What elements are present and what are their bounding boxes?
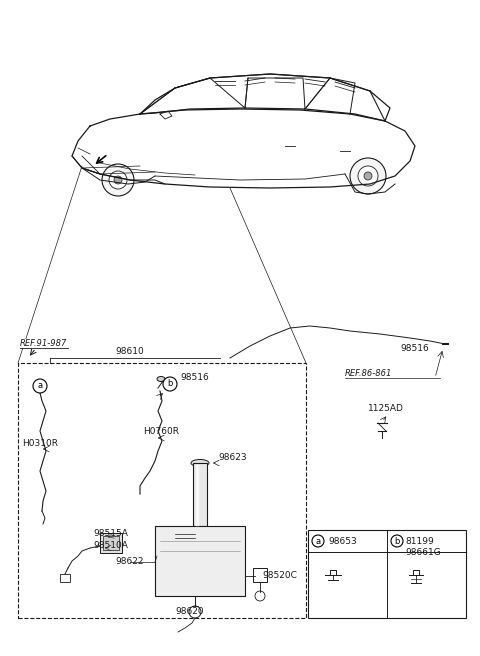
Text: REF.86-861: REF.86-861 [345, 369, 392, 378]
Circle shape [189, 606, 201, 618]
Circle shape [255, 591, 265, 601]
Text: b: b [394, 537, 400, 546]
Text: H0310R: H0310R [22, 439, 58, 448]
Circle shape [391, 535, 403, 547]
Bar [253, 568, 267, 582]
Text: 98516: 98516 [400, 344, 429, 353]
Bar [18, 363, 306, 618]
Text: 1125AD: 1125AD [368, 404, 404, 413]
Text: 98623: 98623 [218, 453, 247, 462]
Circle shape [33, 379, 47, 393]
Text: 81199: 81199 [405, 537, 434, 546]
Bar [155, 526, 245, 596]
Text: a: a [315, 537, 321, 546]
Text: REF.91-987: REF.91-987 [20, 339, 67, 348]
Text: b: b [168, 380, 173, 388]
Bar [103, 536, 119, 550]
Text: H0760R: H0760R [143, 427, 179, 436]
Text: 98622: 98622 [115, 557, 144, 566]
Circle shape [114, 176, 122, 184]
Ellipse shape [157, 377, 165, 382]
Circle shape [312, 535, 324, 547]
Circle shape [350, 158, 386, 194]
Text: a: a [37, 382, 43, 390]
Text: 98515A: 98515A [93, 529, 128, 538]
Text: 98620: 98620 [175, 607, 204, 616]
Text: 98610: 98610 [116, 347, 144, 356]
Text: 98653: 98653 [328, 537, 357, 546]
Bar [60, 574, 70, 582]
Text: 98661G: 98661G [405, 548, 441, 557]
Circle shape [364, 172, 372, 180]
Bar [100, 533, 122, 553]
Text: 98516: 98516 [180, 373, 209, 382]
Bar [193, 463, 207, 526]
Circle shape [102, 164, 134, 196]
Bar [308, 530, 466, 618]
Text: 98510A: 98510A [93, 541, 128, 550]
Circle shape [163, 377, 177, 391]
Text: 98520C: 98520C [262, 571, 297, 580]
Circle shape [358, 166, 378, 186]
Ellipse shape [191, 459, 209, 466]
Circle shape [109, 171, 127, 189]
